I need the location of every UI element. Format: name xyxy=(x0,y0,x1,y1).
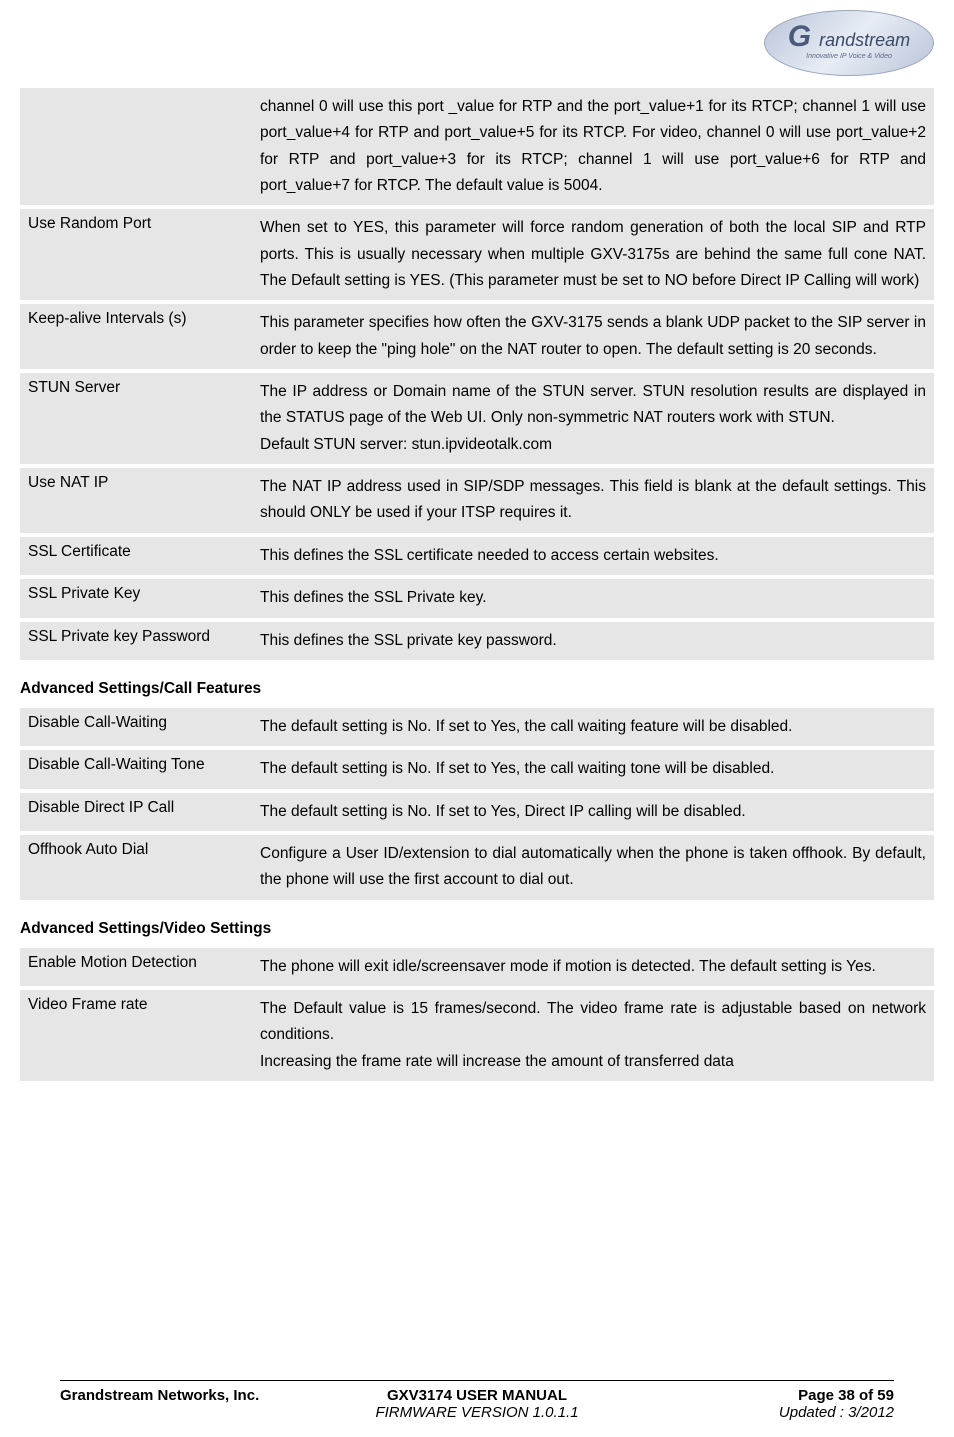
parameter-label xyxy=(20,88,252,205)
network-settings-table: channel 0 will use this port _value for … xyxy=(20,84,934,664)
video-settings-table: Enable Motion DetectionThe phone will ex… xyxy=(20,944,934,1085)
table-row: Video Frame rateThe Default value is 15 … xyxy=(20,990,934,1081)
table-row: Offhook Auto DialConfigure a User ID/ext… xyxy=(20,835,934,900)
table-row: Disable Call-WaitingThe default setting … xyxy=(20,708,934,746)
logo-letter: G xyxy=(788,26,811,47)
table-row: Disable Call-Waiting ToneThe default set… xyxy=(20,750,934,788)
parameter-description: The Default value is 15 frames/second. T… xyxy=(252,990,934,1081)
parameter-label: SSL Private Key xyxy=(20,579,252,617)
footer-firmware: FIRMWARE VERSION 1.0.1.1 xyxy=(375,1404,578,1421)
video-settings-heading: Advanced Settings/Video Settings xyxy=(20,920,934,938)
table-row: SSL CertificateThis defines the SSL cert… xyxy=(20,537,934,575)
parameter-description: This defines the SSL Private key. xyxy=(252,579,934,617)
parameter-description: Configure a User ID/extension to dial au… xyxy=(252,835,934,900)
footer-title: GXV3174 USER MANUAL xyxy=(387,1387,567,1404)
parameter-description: This defines the SSL private key passwor… xyxy=(252,622,934,660)
parameter-label: Video Frame rate xyxy=(20,990,252,1081)
header-logo-area: G randstream Innovative IP Voice & Video xyxy=(20,10,934,84)
parameter-label: STUN Server xyxy=(20,373,252,464)
brand-logo: G randstream Innovative IP Voice & Video xyxy=(764,10,934,76)
parameter-description: This parameter specifies how often the G… xyxy=(252,304,934,369)
parameter-label: Use Random Port xyxy=(20,209,252,300)
footer-company: Grandstream Networks, Inc. xyxy=(60,1387,259,1404)
footer-page-number: Page 38 of 59 xyxy=(798,1387,894,1404)
table-row: SSL Private key PasswordThis defines the… xyxy=(20,622,934,660)
parameter-description: The default setting is No. If set to Yes… xyxy=(252,708,934,746)
call-features-heading: Advanced Settings/Call Features xyxy=(20,680,934,698)
table-row: Enable Motion DetectionThe phone will ex… xyxy=(20,948,934,986)
table-row: STUN ServerThe IP address or Domain name… xyxy=(20,373,934,464)
logo-brand-text: randstream xyxy=(819,30,910,51)
parameter-description: channel 0 will use this port _value for … xyxy=(252,88,934,205)
parameter-description: The phone will exit idle/screensaver mod… xyxy=(252,948,934,986)
table-row: Keep-alive Intervals (s)This parameter s… xyxy=(20,304,934,369)
parameter-label: Enable Motion Detection xyxy=(20,948,252,986)
parameter-description: The default setting is No. If set to Yes… xyxy=(252,793,934,831)
parameter-description: This defines the SSL certificate needed … xyxy=(252,537,934,575)
logo-tagline: Innovative IP Voice & Video xyxy=(806,53,892,60)
parameter-label: Disable Call-Waiting xyxy=(20,708,252,746)
parameter-label: Disable Call-Waiting Tone xyxy=(20,750,252,788)
parameter-description: The default setting is No. If set to Yes… xyxy=(252,750,934,788)
parameter-label: Offhook Auto Dial xyxy=(20,835,252,900)
parameter-label: Keep-alive Intervals (s) xyxy=(20,304,252,369)
parameter-description: The NAT IP address used in SIP/SDP messa… xyxy=(252,468,934,533)
table-row: channel 0 will use this port _value for … xyxy=(20,88,934,205)
parameter-description: When set to YES, this parameter will for… xyxy=(252,209,934,300)
parameter-label: Disable Direct IP Call xyxy=(20,793,252,831)
table-row: Use Random PortWhen set to YES, this par… xyxy=(20,209,934,300)
parameter-description: The IP address or Domain name of the STU… xyxy=(252,373,934,464)
parameter-label: SSL Certificate xyxy=(20,537,252,575)
parameter-label: Use NAT IP xyxy=(20,468,252,533)
footer-updated: Updated : 3/2012 xyxy=(779,1404,894,1421)
page-footer: Grandstream Networks, Inc. GXV3174 USER … xyxy=(60,1387,894,1421)
call-features-table: Disable Call-WaitingThe default setting … xyxy=(20,704,934,904)
table-row: Disable Direct IP CallThe default settin… xyxy=(20,793,934,831)
table-row: SSL Private KeyThis defines the SSL Priv… xyxy=(20,579,934,617)
parameter-label: SSL Private key Password xyxy=(20,622,252,660)
footer-divider xyxy=(60,1380,894,1381)
table-row: Use NAT IPThe NAT IP address used in SIP… xyxy=(20,468,934,533)
